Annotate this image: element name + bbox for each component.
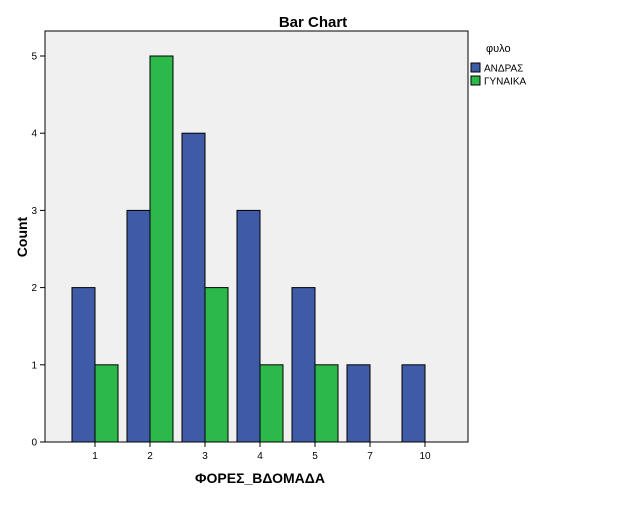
y-tick-label: 3: [31, 206, 37, 217]
legend-swatch: [470, 62, 481, 73]
x-tick-label: 3: [202, 451, 208, 462]
bar-series1-4: [236, 209, 261, 443]
bar-series1-5: [291, 287, 316, 443]
x-tick-label: 1: [92, 451, 98, 462]
y-tick-label: 0: [31, 438, 37, 449]
bar-series1-3: [181, 132, 206, 443]
bar-series2-1: [94, 364, 119, 443]
y-tick-label: 2: [31, 283, 37, 294]
y-axis-label: Count: [14, 216, 30, 257]
bar-series1-1: [71, 287, 96, 443]
bar-series2-5: [314, 364, 339, 443]
bar-series2-3: [204, 287, 229, 443]
x-tick-label: 10: [419, 451, 431, 462]
y-tick-label: 4: [31, 129, 37, 140]
y-tick-label: 5: [31, 52, 37, 63]
y-tick-label: 1: [31, 360, 37, 371]
legend-swatch: [470, 75, 481, 86]
legend-label: ΓΥΝΑΙΚΑ: [484, 77, 527, 88]
bar-series2-2: [149, 55, 174, 443]
chart-title: Bar Chart: [279, 14, 347, 31]
bar-series1-10: [401, 364, 426, 443]
legend: φυλο ΑΝΔΡΑΣ ΓΥΝΑΙΚΑ: [470, 43, 527, 88]
bar-series1-2: [126, 209, 151, 443]
x-tick-label: 5: [312, 451, 318, 462]
x-tick-label: 7: [367, 451, 373, 462]
legend-title: φυλο: [486, 43, 511, 55]
bar-series2-4: [259, 364, 284, 443]
x-axis-label: ΦΟΡΕΣ_ΒΔΟΜΑΔΑ: [195, 470, 325, 486]
legend-label: ΑΝΔΡΑΣ: [484, 64, 523, 75]
x-tick-label: 4: [257, 451, 263, 462]
bar-series1-7: [346, 364, 371, 443]
x-axis: 1 2 3 4 5 7 10: [92, 442, 431, 462]
bars-group: [71, 55, 426, 443]
x-tick-label: 2: [147, 451, 153, 462]
y-axis: 0 1 2 3 4 5: [31, 52, 45, 449]
